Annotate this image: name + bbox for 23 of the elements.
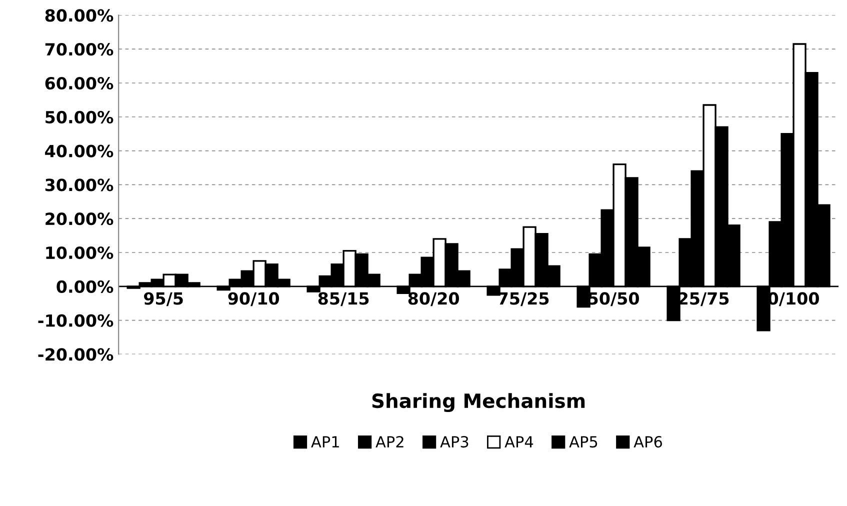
- legend-label: AP4: [504, 436, 534, 448]
- x-tick-label: 75/25: [498, 292, 549, 306]
- y-tick-label: 70.00%: [45, 43, 114, 56]
- y-tick-label: -10.00%: [38, 314, 114, 327]
- legend-label: AP1: [311, 436, 339, 448]
- x-tick-label: 95/5: [144, 292, 183, 306]
- y-tick-label: 60.00%: [45, 76, 114, 90]
- y-tick-label: 50.00%: [46, 110, 114, 124]
- x-axis-title: Sharing Mechanism: [372, 393, 585, 412]
- legend-label: AP3: [440, 436, 468, 448]
- y-tick-label: 0.00%: [56, 280, 114, 293]
- y-tick-label: 10.00%: [46, 246, 114, 260]
- x-tick-label: 90/10: [228, 292, 280, 306]
- legend-label: AP6: [634, 436, 662, 448]
- y-tick-label: -20.00%: [38, 348, 114, 361]
- y-tick-label: 40.00%: [45, 144, 114, 158]
- x-tick-label: 80/20: [408, 292, 459, 306]
- y-tick-label: 80.00%: [45, 9, 114, 22]
- legend-label: AP5: [569, 436, 598, 448]
- y-tick-label: 20.00%: [46, 212, 114, 226]
- y-tick-label: 30.00%: [45, 178, 114, 192]
- legend-label: AP2: [376, 436, 404, 448]
- x-tick-label: 85/15: [318, 292, 369, 306]
